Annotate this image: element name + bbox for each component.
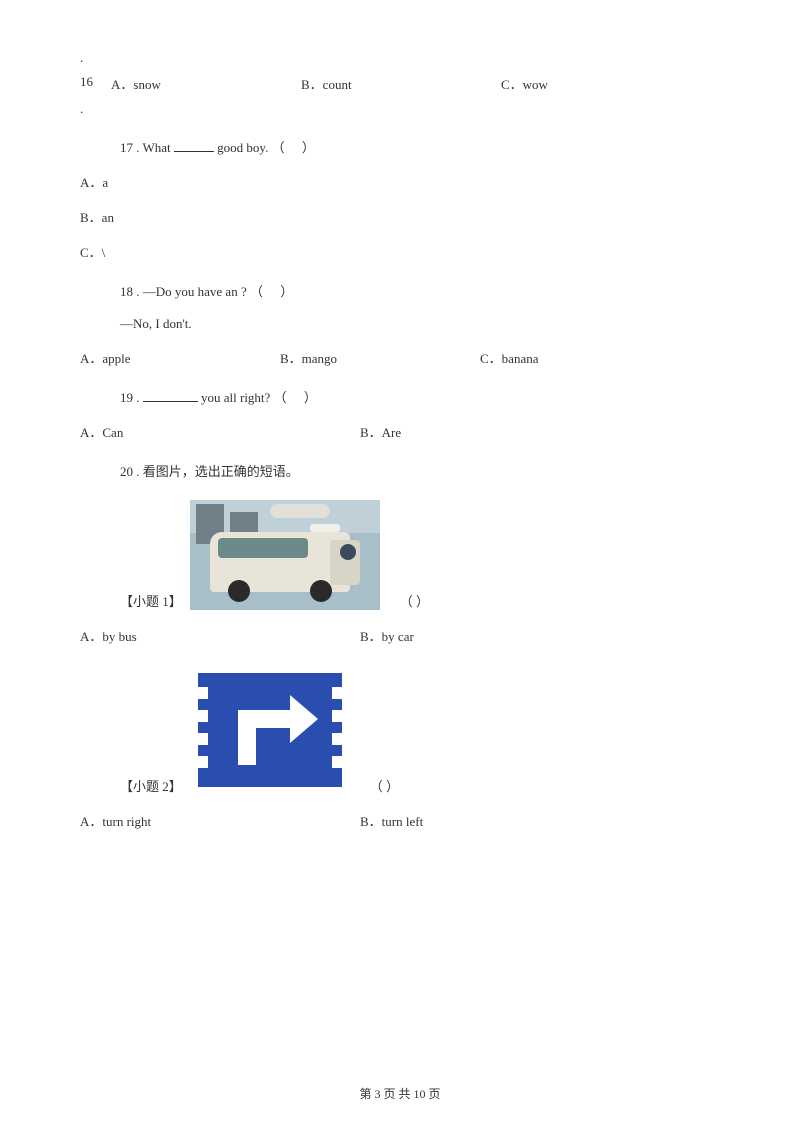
q19-options: A．Can B．Are xyxy=(80,422,720,441)
q17-text-end: ） xyxy=(302,140,315,155)
q18-text: 18 . —Do you have an ? （ xyxy=(120,284,263,299)
q16-number: 16 xyxy=(80,74,93,90)
q19-text-post: you all right? （ xyxy=(198,390,287,405)
q16-option-b: B．count xyxy=(301,74,501,93)
dot-separator: . xyxy=(80,50,720,66)
q17-option-c: C．\ xyxy=(80,242,720,261)
q18-option-a: A．apple xyxy=(80,348,280,367)
q17-option-a: A．a xyxy=(80,172,720,191)
q19-option-b: B．Are xyxy=(360,422,640,441)
page-footer: 第 3 页 共 10 页 xyxy=(0,1085,800,1102)
q18-text-end: ） xyxy=(280,284,293,299)
question-18: 18 . —Do you have an ? （ ） xyxy=(80,281,720,300)
q19-option-a: A．Can xyxy=(80,422,360,441)
q18-options: A．apple B．mango C．banana xyxy=(80,348,720,367)
q20-sub1-option-a: A．by bus xyxy=(80,626,360,645)
q18-followup: —No, I don't. xyxy=(80,316,720,332)
q18-option-b: B．mango xyxy=(280,348,480,367)
q20-sub2-paren: （ ） xyxy=(370,776,399,795)
q20-sub1-paren: （ ） xyxy=(400,591,429,610)
q20-sub2-row: 【小题 2】 （ ） xyxy=(80,665,720,795)
dot-separator: . xyxy=(80,101,720,117)
q20-sub2-option-a: A．turn right xyxy=(80,811,360,830)
q17-option-b: B．an xyxy=(80,207,720,226)
q19-text-end: ） xyxy=(304,390,317,405)
q20-sub2-label: 【小题 2】 xyxy=(120,776,182,795)
q18-option-c: C．banana xyxy=(480,348,680,367)
q20-sub2-options: A．turn right B．turn left xyxy=(80,811,720,830)
q19-text-pre: 19 . xyxy=(120,390,143,405)
question-20: 20 . 看图片，选出正确的短语。 xyxy=(80,461,720,480)
answer-blank xyxy=(297,390,304,405)
blank-underline xyxy=(174,140,214,152)
blank-underline xyxy=(143,390,198,402)
q20-sub2-option-b: B．turn left xyxy=(360,811,640,830)
answer-blank xyxy=(295,140,302,155)
q20-sub1-option-b: B．by car xyxy=(360,626,640,645)
bus-image xyxy=(190,500,380,610)
q20-sub1-row: 【小题 1】 （ ） xyxy=(80,500,720,610)
q16-option-c: C．wow xyxy=(501,74,651,93)
q17-text-pre: 17 . What xyxy=(120,140,174,155)
q20-sub1-options: A．by bus B．by car xyxy=(80,626,720,645)
question-19: 19 . you all right? （ ） xyxy=(80,387,720,406)
turn-right-sign-image xyxy=(190,665,350,795)
question-17: 17 . What good boy. （ ） xyxy=(80,137,720,156)
q20-sub1-label: 【小题 1】 xyxy=(120,591,182,610)
q17-text-post: good boy. （ xyxy=(214,140,285,155)
q16-option-a: A．snow xyxy=(101,74,301,93)
question-16: 16 A．snow B．count C．wow xyxy=(80,74,720,93)
